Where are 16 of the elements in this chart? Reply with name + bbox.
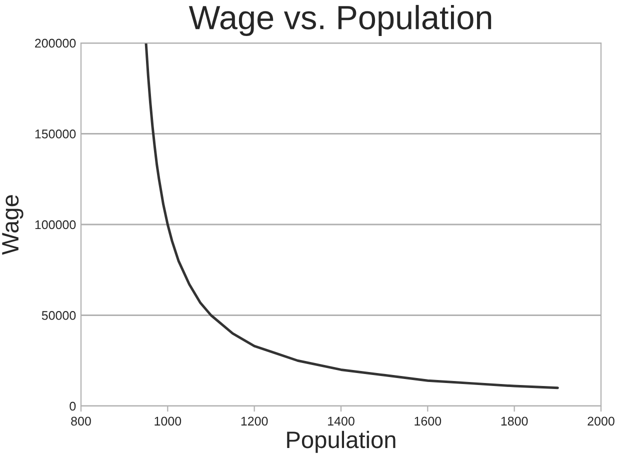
y-tick-label: 150000 bbox=[35, 130, 76, 138]
y-tick-label: 100000 bbox=[35, 220, 76, 230]
y-tick-label: 200000 bbox=[35, 38, 76, 48]
line-series bbox=[144, 43, 559, 390]
x-tick-label: 1200 bbox=[241, 416, 268, 426]
x-tick-label: 2000 bbox=[588, 416, 614, 426]
x-tick-label: 1400 bbox=[328, 416, 354, 426]
x-tick-label: 1600 bbox=[414, 416, 442, 426]
y-axis-title: Wage bbox=[2, 195, 24, 255]
x-tick-label: 1000 bbox=[154, 416, 182, 426]
y-tick-label: 0 bbox=[70, 402, 76, 411]
y-tick-label: 50000 bbox=[42, 311, 76, 320]
x-tick-label: 1800 bbox=[501, 416, 528, 426]
chart-title: Wage vs. Population bbox=[188, 4, 492, 36]
x-tick-label: 800 bbox=[71, 416, 91, 426]
x-axis-title: Population bbox=[287, 430, 396, 453]
